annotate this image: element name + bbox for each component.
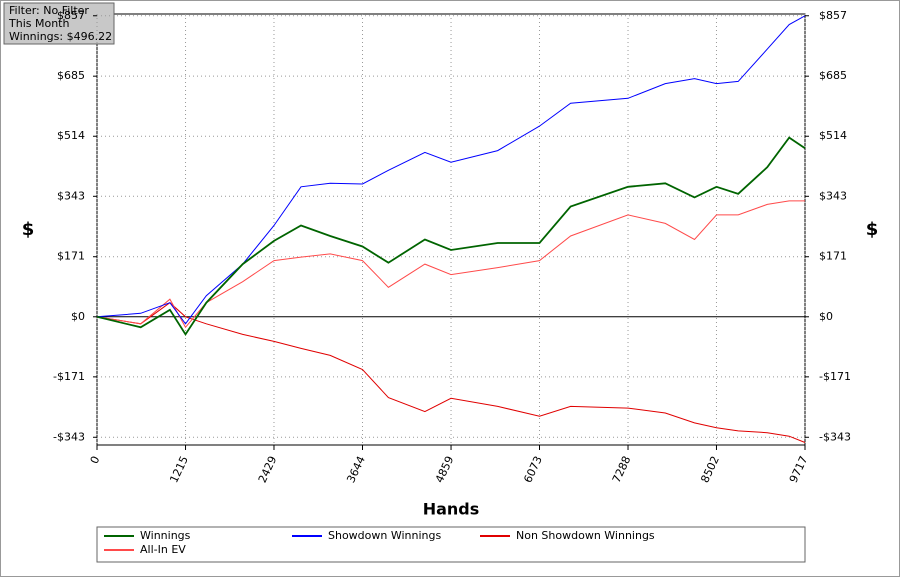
info-line: This Month	[8, 17, 69, 30]
legend	[96, 526, 806, 563]
y-tick-label-right: -$343	[819, 430, 851, 443]
series-line	[96, 15, 806, 325]
info-box	[3, 2, 115, 45]
y-tick-label: -$171	[53, 370, 85, 383]
y-tick-label: $685	[57, 69, 85, 82]
y-tick-label: -$343	[53, 430, 85, 443]
legend-label: Winnings	[140, 529, 191, 542]
y-tick-label-right: -$171	[819, 370, 851, 383]
y-tick-label-right: $857	[819, 9, 847, 22]
series-line	[96, 302, 806, 443]
y-tick-label: $857	[57, 9, 85, 22]
y-tick-label: $171	[57, 250, 85, 263]
y-tick-label: $514	[57, 129, 85, 142]
y-tick-label: $343	[57, 189, 85, 202]
y-tick-label-right: $0	[819, 310, 833, 323]
y-axis-label-right: $	[866, 219, 879, 240]
x-tick-label: 0	[88, 454, 103, 466]
y-axis-label: $	[22, 219, 35, 240]
info-line: Filter: No Filter	[9, 4, 89, 17]
y-tick-label-right: $514	[819, 129, 847, 142]
info-line: Winnings: $496.22	[9, 30, 112, 43]
x-axis-label: Hands	[423, 500, 480, 519]
legend-label: All-In EV	[140, 543, 186, 556]
y-tick-label-right: $171	[819, 250, 847, 263]
plot-area	[96, 13, 806, 446]
series-line	[96, 136, 806, 337]
y-tick-label-right: $343	[819, 189, 847, 202]
legend-label: Non Showdown Winnings	[516, 529, 655, 542]
y-tick-label-right: $685	[819, 69, 847, 82]
y-tick-label: $0	[71, 310, 85, 323]
legend-label: Showdown Winnings	[328, 529, 442, 542]
